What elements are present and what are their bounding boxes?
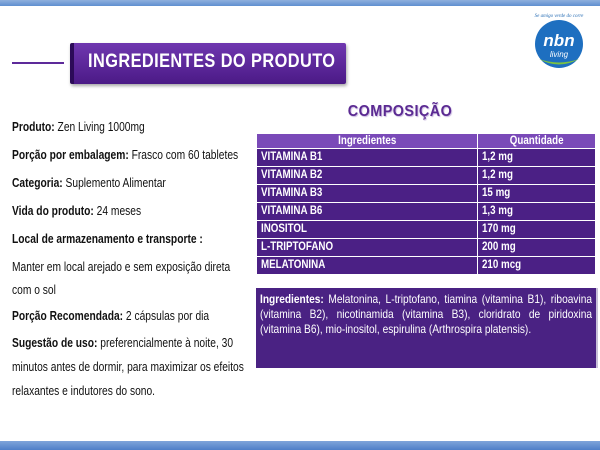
page-title: INGREDIENTES DO PRODUTO bbox=[88, 51, 336, 72]
logo-circle bbox=[535, 20, 583, 68]
header-quantidade: Quantidade bbox=[476, 133, 597, 149]
table-header-row: Ingredientes Quantidade bbox=[256, 133, 597, 149]
table-row: VITAMINA B6 1,3 mg bbox=[256, 202, 597, 221]
logo-tagline: Se amigo verde do corre bbox=[535, 14, 585, 19]
ingredient-name: VITAMINA B6 bbox=[256, 202, 478, 221]
table-row: MELATONINA 210 mcg bbox=[256, 256, 597, 275]
header-ingredientes: Ingredientes bbox=[256, 133, 478, 149]
detail-sugestao-text-2: relaxantes e indutores do sono. bbox=[12, 384, 156, 398]
ingredients-description-box: Ingredientes: Melatonina, L-triptofano, … bbox=[256, 288, 598, 368]
nbn-living-logo: Se amigo verde do corre nbn living bbox=[535, 14, 585, 68]
composicao-title: COMPOSIÇÃO bbox=[347, 103, 453, 120]
ingredient-name: VITAMINA B3 bbox=[256, 184, 478, 203]
header-decoration-line bbox=[12, 62, 64, 64]
table-row: VITAMINA B2 1,2 mg bbox=[256, 166, 597, 185]
ingredient-amount: 170 mg bbox=[476, 220, 597, 239]
detail-vida: Vida do produto: 24 meses bbox=[12, 204, 142, 218]
ingredient-amount: 200 mg bbox=[476, 238, 597, 257]
ingredient-name: VITAMINA B2 bbox=[256, 166, 478, 185]
ingredient-amount: 1,2 mg bbox=[476, 148, 597, 167]
ingredients-description: Ingredientes: Melatonina, L-triptofano, … bbox=[260, 292, 592, 337]
ingredient-name: INOSITOL bbox=[256, 220, 478, 239]
detail-porcao-embalagem: Porção por embalagem: Frasco com 60 tabl… bbox=[12, 148, 239, 162]
detail-armazenamento: Local de armazenamento e transporte : bbox=[12, 232, 203, 246]
ingredients-list-text: Melatonina, L-triptofano, tiamina (vitam… bbox=[260, 292, 593, 336]
logo-sub: living bbox=[550, 50, 569, 59]
header-banner: INGREDIENTES DO PRODUTO bbox=[70, 43, 346, 84]
logo-brand: nbn bbox=[543, 31, 574, 50]
composition-table: Ingredientes Quantidade VITAMINA B1 1,2 m… bbox=[256, 133, 597, 275]
ingredient-amount: 210 mcg bbox=[476, 256, 597, 275]
detail-categoria: Categoria: Suplemento Alimentar bbox=[12, 176, 166, 190]
ingredient-amount: 1,3 mg bbox=[476, 202, 597, 221]
bottom-accent-bar bbox=[0, 441, 600, 450]
top-accent-bar bbox=[0, 0, 600, 6]
detail-produto: Produto: Zen Living 1000mg bbox=[12, 120, 145, 134]
detail-armazenamento-text-1: Manter em local arejado e sem exposição … bbox=[12, 260, 231, 274]
ingredient-name: VITAMINA B1 bbox=[256, 148, 478, 167]
table-row: L-TRIPTOFANO 200 mg bbox=[256, 238, 597, 257]
table-row: VITAMINA B1 1,2 mg bbox=[256, 148, 597, 167]
ingredient-amount: 1,2 mg bbox=[476, 166, 597, 185]
detail-armazenamento-text-2: com o sol bbox=[12, 283, 56, 297]
ingredient-name: MELATONINA bbox=[256, 256, 478, 275]
leaf-icon bbox=[539, 59, 579, 65]
detail-porcao-recomendada: Porção Recomendada: 2 cápsulas por dia bbox=[12, 309, 210, 323]
detail-sugestao: Sugestão de uso: preferencialmente à noi… bbox=[12, 336, 234, 350]
ingredients-label: Ingredientes: bbox=[260, 292, 324, 306]
ingredient-name: L-TRIPTOFANO bbox=[256, 238, 478, 257]
table-row: VITAMINA B3 15 mg bbox=[256, 184, 597, 203]
detail-sugestao-text-1: minutos antes de dormir, para maximizar … bbox=[12, 360, 244, 374]
ingredient-amount: 15 mg bbox=[476, 184, 597, 203]
table-row: INOSITOL 170 mg bbox=[256, 220, 597, 239]
